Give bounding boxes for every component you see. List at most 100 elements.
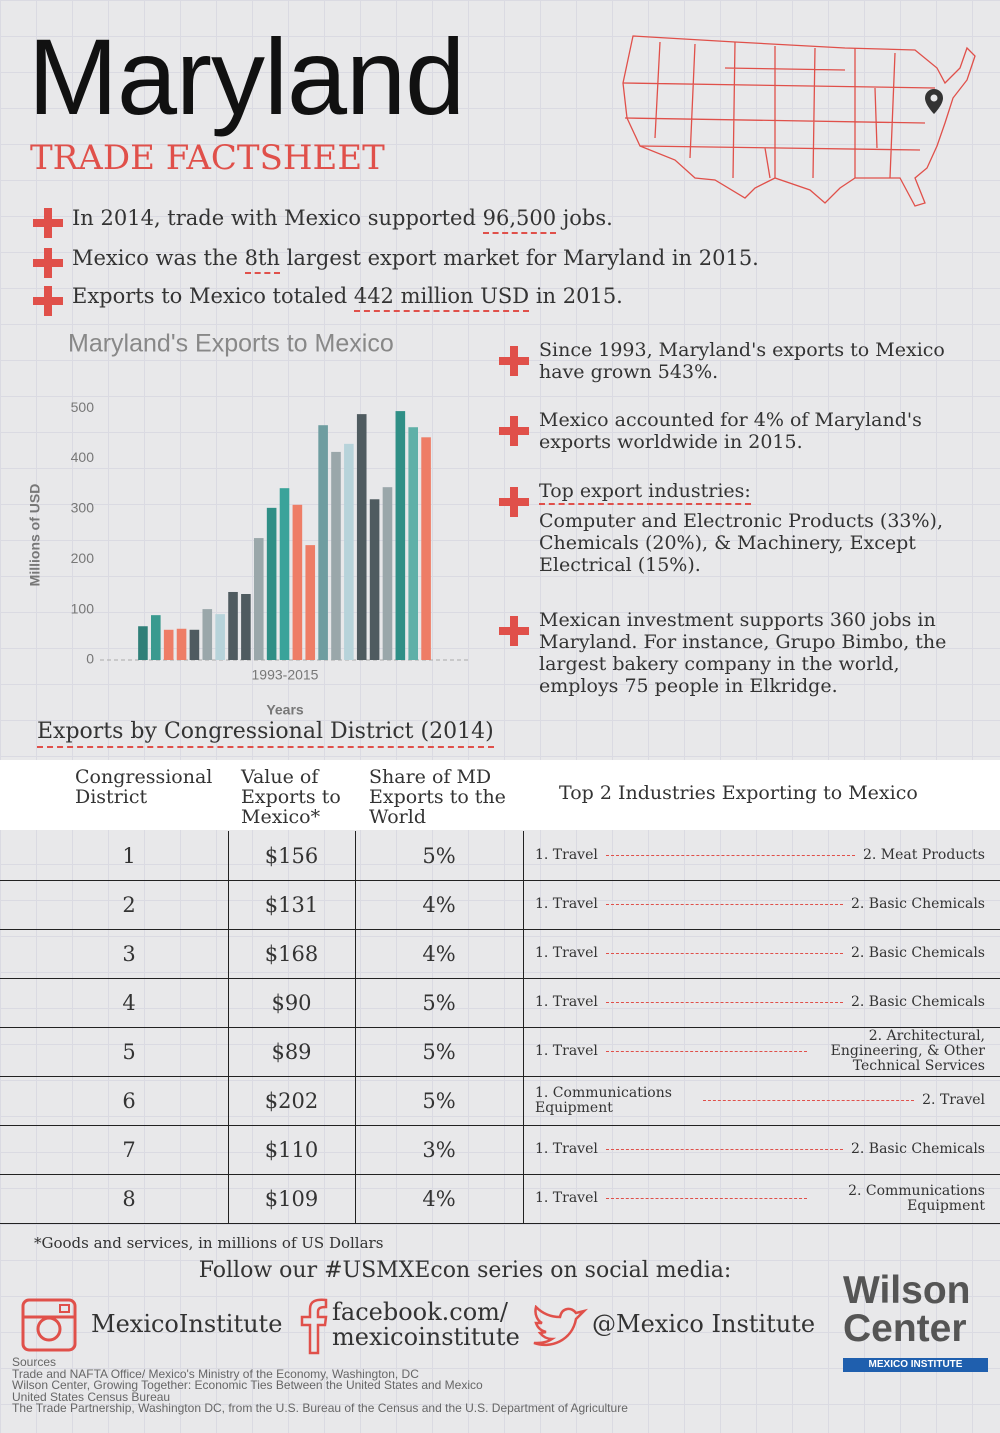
follow-text: Follow our #USMXEcon series on social me… — [198, 1258, 732, 1283]
y-tick-label: 300 — [71, 500, 95, 516]
district-cell: 4 — [122, 990, 136, 1015]
industry-1: 1. Communications Equipment — [535, 1084, 672, 1116]
header-cell: Share of MD Exports to the World — [369, 766, 506, 828]
y-tick-label: 500 — [71, 399, 95, 415]
table-title: Exports by Congressional District (2014) — [37, 719, 494, 748]
district-cell: 3 — [122, 941, 136, 966]
bar — [266, 507, 277, 660]
twitter-handle[interactable]: @Mexico Institute — [592, 1310, 816, 1338]
industry-cell: 1. Travel 2. Architectural, Engineering, … — [535, 1027, 985, 1076]
share-cell: 3% — [422, 1137, 456, 1162]
facebook-handle[interactable]: facebook.com/ mexicoinstitute — [332, 1298, 520, 1350]
district-cell: 1 — [122, 843, 136, 868]
industry-cell: 1. Communications Equipment 2. Travel — [535, 1076, 985, 1125]
column-rule — [355, 1125, 356, 1174]
plus-icon — [499, 346, 529, 376]
key-fact: Exports to Mexico totaled 442 million US… — [72, 284, 623, 312]
industry-1: 1. Travel — [535, 847, 598, 864]
bar — [163, 629, 174, 660]
table-row: 8 $109 4% 1. Travel 2. Communications Equipm… — [0, 1174, 1000, 1224]
bar — [189, 629, 200, 660]
industry-1: 1. Travel — [535, 1190, 598, 1207]
dash-connector — [605, 1198, 807, 1199]
bar — [305, 545, 316, 660]
value-cell: $156 — [264, 843, 319, 868]
x-label: 1993-2015 — [252, 667, 319, 683]
fact-text: Mexico was the — [72, 246, 245, 270]
chart-title: Maryland's Exports to Mexico — [68, 330, 394, 358]
value-cell: $168 — [264, 941, 319, 966]
column-rule — [228, 1027, 229, 1076]
fact-text: in 2015. — [529, 284, 623, 308]
source-item: United States Census Bureau — [12, 1389, 171, 1404]
column-rule — [523, 1125, 524, 1174]
bar — [241, 593, 251, 660]
fact-text: largest export market for Maryland in 20… — [279, 246, 759, 270]
logo-line: Wilson — [843, 1269, 971, 1312]
industry-2: 2. Basic Chemicals — [850, 945, 985, 962]
highlight-text: Mexican investment supports 360 jobs in … — [539, 609, 947, 697]
highlight: Since 1993, Maryland's exports to Mexico… — [539, 339, 969, 384]
district-cell: 5 — [122, 1039, 136, 1064]
table-row: 2 $131 4% 1. Travel 2. Basic Chemicals — [0, 880, 1000, 930]
share-cell: 5% — [422, 1088, 456, 1113]
value-cell: $131 — [264, 892, 319, 917]
table-row: 7 $110 3% 1. Travel 2. Basic Chemicals — [0, 1125, 1000, 1175]
table-row: 6 $202 5% 1. Communications Equipment 2. Tra… — [0, 1076, 1000, 1126]
y-tick-label: 400 — [71, 449, 95, 465]
dash-connector — [605, 855, 855, 856]
footnote: *Goods and services, in millions of US D… — [34, 1234, 384, 1252]
bar — [356, 414, 367, 660]
highlight-heading: Top export industries: — [539, 480, 751, 505]
column-rule — [355, 880, 356, 929]
column-rule — [355, 1174, 356, 1223]
key-fact: In 2014, trade with Mexico supported 96,… — [72, 206, 613, 234]
dash-connector — [605, 953, 843, 954]
industry-2: 2. Meat Products — [862, 847, 985, 864]
fact-text: In 2014, trade with Mexico supported — [72, 206, 483, 230]
bar — [138, 626, 148, 660]
share-cell: 4% — [422, 1186, 456, 1211]
dash-connector — [605, 1002, 843, 1003]
column-rule — [523, 1174, 524, 1223]
column-rule — [228, 929, 229, 978]
x-axis-title: Years — [266, 702, 304, 718]
fact-highlight: 442 million USD — [353, 284, 530, 312]
bar — [253, 538, 264, 660]
facebook-line: facebook.com/ — [332, 1298, 509, 1326]
bar — [176, 628, 187, 660]
bar — [369, 499, 380, 660]
key-fact: Mexico was the 8th largest export market… — [72, 246, 759, 274]
bar — [292, 504, 303, 660]
plus-icon — [33, 286, 63, 316]
value-cell: $202 — [264, 1088, 319, 1113]
highlight: Mexico accounted for 4% of Maryland's ex… — [539, 409, 969, 454]
logo-line: Center — [843, 1307, 967, 1351]
bar — [344, 443, 354, 660]
column-rule — [228, 978, 229, 1027]
instagram-handle[interactable]: MexicoInstitute — [91, 1310, 283, 1338]
bar — [421, 437, 431, 660]
plus-icon — [499, 487, 529, 517]
table-row: 4 $90 5% 1. Travel 2. Basic Chemicals — [0, 978, 1000, 1028]
highlight-text: Computer and Electronic Products (33%), … — [539, 509, 944, 576]
industry-1: 1. Travel — [535, 896, 598, 913]
table-row: 1 $156 5% 1. Travel 2. Meat Products — [0, 831, 1000, 881]
value-cell: $109 — [264, 1186, 319, 1211]
plus-icon — [499, 616, 529, 646]
table-header: Congressional District Value of Exports … — [0, 760, 1000, 830]
column-rule — [228, 1174, 229, 1223]
industry-cell: 1. Travel 2. Basic Chemicals — [535, 880, 985, 929]
table-row: 3 $168 4% 1. Travel 2. Basic Chemicals — [0, 929, 1000, 979]
fact-text: jobs. — [556, 206, 613, 230]
highlight-text: Mexico accounted for 4% of Maryland's ex… — [539, 409, 922, 453]
column-rule — [355, 1076, 356, 1125]
industry-2: 2. Basic Chemicals — [850, 896, 985, 913]
dash-connector — [703, 1100, 915, 1101]
share-cell: 5% — [422, 843, 456, 868]
y-tick-label: 200 — [71, 550, 95, 566]
highlight: Top export industries: Computer and Elect… — [539, 480, 969, 576]
value-cell: $90 — [271, 990, 312, 1015]
industry-1: 1. Travel — [535, 1043, 598, 1060]
industry-2: 2. Travel — [922, 1092, 985, 1109]
